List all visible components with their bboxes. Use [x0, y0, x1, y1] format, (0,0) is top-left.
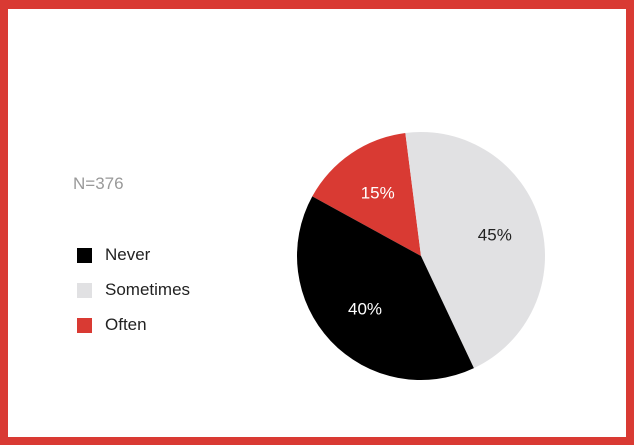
legend-item-never: Never [77, 245, 150, 265]
pie-label-never: 40% [348, 300, 382, 319]
pie-slice-often [312, 132, 421, 256]
pie-slice-sometimes [405, 132, 545, 369]
legend-swatch-often [77, 317, 92, 333]
legend-label-often: Often [105, 315, 147, 334]
legend-label-sometimes: Sometimes [105, 280, 191, 299]
sample-size-label: N=376 [73, 174, 124, 193]
pie-slice-never [296, 196, 474, 380]
legend-swatch-never [77, 247, 92, 263]
legend-swatch-sometimes [77, 282, 92, 298]
legend-item-sometimes: Sometimes [77, 280, 190, 300]
pie-label-sometimes: 45% [478, 225, 512, 244]
pie-label-often: 15% [361, 183, 395, 202]
legend-label-never: Never [105, 245, 151, 264]
legend-item-often: Often [77, 315, 147, 335]
